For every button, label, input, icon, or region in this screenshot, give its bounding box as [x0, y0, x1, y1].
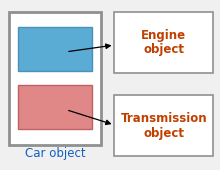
Bar	[18, 85, 92, 129]
Bar	[18, 27, 92, 71]
Text: Transmission
object: Transmission object	[121, 112, 207, 140]
Text: Engine
object: Engine object	[141, 29, 187, 56]
Bar	[9, 12, 101, 144]
Text: Car object: Car object	[25, 147, 85, 159]
Bar	[114, 95, 213, 156]
Bar	[114, 12, 213, 73]
